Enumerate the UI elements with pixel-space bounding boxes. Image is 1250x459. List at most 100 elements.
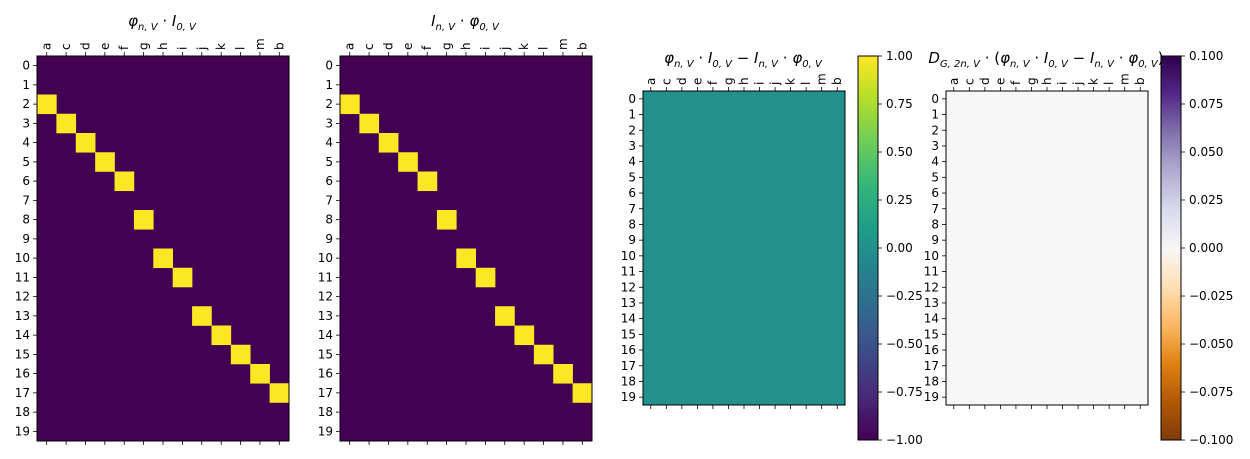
heatmap-cell xyxy=(95,152,115,172)
y-tick-label: 14 xyxy=(924,312,939,326)
heatmap-cell xyxy=(114,171,135,192)
heatmap-cell xyxy=(417,171,438,192)
heatmap-cell xyxy=(436,210,457,230)
heatmap-3: a c d e f g h i j k l m b012345678910111213141516171… xyxy=(621,73,846,409)
y-tick-label: 7 xyxy=(931,202,939,216)
y-tick-label: 16 xyxy=(621,343,636,357)
x-tick-label: m xyxy=(556,38,570,50)
x-tick-label: k xyxy=(1087,78,1101,85)
y-tick-label: 6 xyxy=(931,186,939,200)
x-tick-label: j xyxy=(498,47,512,51)
y-tick-label: 7 xyxy=(325,193,333,207)
x-tick-label: a xyxy=(40,43,54,50)
y-tick-label: 8 xyxy=(931,217,939,231)
x-tick-label: a xyxy=(947,78,961,85)
x-tick-label: c xyxy=(59,43,73,50)
x-tick-label: i xyxy=(753,82,767,85)
y-tick-label: 15 xyxy=(318,347,333,361)
x-tick-label: h xyxy=(1040,77,1054,85)
x-tick-label: m xyxy=(253,38,267,50)
heatmap-cell xyxy=(211,325,232,346)
x-tick-label: e xyxy=(401,43,415,50)
x-tick-label: b xyxy=(272,42,286,50)
y-tick-label: 3 xyxy=(931,139,939,153)
x-tick-label: j xyxy=(1071,82,1085,86)
colorbar-tick-label: 0.100 xyxy=(1189,49,1223,63)
x-tick-label: i xyxy=(1056,82,1070,85)
y-tick-label: 4 xyxy=(325,136,333,150)
y-tick-label: 12 xyxy=(924,280,939,294)
colorbar-tick-label: 0.000 xyxy=(1189,241,1223,255)
y-tick-label: 11 xyxy=(924,265,939,279)
heatmap-cell xyxy=(398,152,418,172)
heatmap-cell xyxy=(378,133,399,153)
y-tick-label: 11 xyxy=(621,265,636,279)
colorbar-tick-label: 0.050 xyxy=(1189,145,1223,159)
x-tick-label: d xyxy=(381,42,395,50)
y-tick-label: 8 xyxy=(22,213,30,227)
x-tick-label: k xyxy=(517,43,531,50)
y-tick-label: 2 xyxy=(22,97,30,111)
y-tick-label: 11 xyxy=(15,270,30,284)
x-tick-label: e xyxy=(98,43,112,50)
heatmap-panel-4: DG, 2n, V · (φn, V · I0, V − In, V · φ0,… xyxy=(924,49,1164,409)
y-tick-label: 17 xyxy=(924,359,939,373)
panel-2-title: In, V · φ0, V xyxy=(431,12,500,33)
y-tick-label: 4 xyxy=(22,136,30,150)
y-tick-label: 19 xyxy=(15,424,30,438)
colorbar-tick-label: 0.025 xyxy=(1189,193,1223,207)
colorbar-tick-label: 1.00 xyxy=(886,49,913,63)
y-tick-label: 6 xyxy=(325,174,333,188)
colorbar-tick-label: 0.00 xyxy=(886,241,913,255)
y-tick-label: 0 xyxy=(628,92,636,106)
y-tick-label: 18 xyxy=(924,374,939,388)
x-tick-label: f xyxy=(706,80,720,85)
y-tick-label: 18 xyxy=(621,374,636,388)
x-tick-label: m xyxy=(1118,73,1132,85)
y-tick-label: 4 xyxy=(931,155,939,169)
x-tick-label: d xyxy=(675,77,689,85)
y-tick-label: 8 xyxy=(325,213,333,227)
x-tick-label: f xyxy=(420,45,434,50)
colorbar-tick-label: −0.25 xyxy=(886,289,923,303)
y-tick-label: 12 xyxy=(621,280,636,294)
x-tick-label: h xyxy=(737,77,751,85)
colorbar-tick-label: −0.050 xyxy=(1189,337,1233,351)
y-tick-label: 7 xyxy=(628,202,636,216)
x-tick-label: g xyxy=(1024,77,1038,85)
x-tick-label: c xyxy=(962,78,976,85)
x-tick-label: l xyxy=(234,47,248,50)
y-tick-label: 9 xyxy=(325,232,333,246)
heatmap-cell xyxy=(75,133,96,153)
heatmap-cell xyxy=(514,325,535,346)
heatmap-cell xyxy=(172,267,193,288)
heatmap-cell xyxy=(37,94,57,115)
x-tick-label: g xyxy=(137,42,151,50)
y-tick-label: 6 xyxy=(628,186,636,200)
heatmap-cell xyxy=(495,306,515,326)
y-tick-label: 3 xyxy=(325,116,333,130)
x-tick-label: e xyxy=(993,78,1007,85)
x-tick-label: k xyxy=(784,78,798,85)
y-tick-label: 1 xyxy=(628,108,636,122)
y-tick-label: 14 xyxy=(318,328,333,342)
heatmap-cell xyxy=(192,306,212,326)
y-tick-label: 18 xyxy=(318,405,333,419)
heatmap-cell xyxy=(250,364,270,384)
heatmap-cell xyxy=(56,113,77,134)
y-tick-label: 18 xyxy=(15,405,30,419)
panel-4-title: DG, 2n, V · (φn, V · I0, V − In, V · φ0,… xyxy=(928,49,1163,70)
y-tick-label: 2 xyxy=(325,97,333,111)
heatmap-cell xyxy=(475,267,496,288)
panel-1-title: φn, V · I0, V xyxy=(128,12,197,33)
x-tick-label: b xyxy=(1133,77,1147,85)
y-tick-label: 19 xyxy=(621,390,636,404)
y-tick-label: 9 xyxy=(628,233,636,247)
y-tick-label: 12 xyxy=(318,290,333,304)
x-tick-label: i xyxy=(478,47,492,50)
x-tick-label: l xyxy=(1102,82,1116,85)
heatmap-panel-1: φn, V · I0, V a c d e f g h i j k l m b0123456789101… xyxy=(15,12,290,445)
heatmap-background xyxy=(643,91,845,405)
y-tick-label: 6 xyxy=(22,174,30,188)
